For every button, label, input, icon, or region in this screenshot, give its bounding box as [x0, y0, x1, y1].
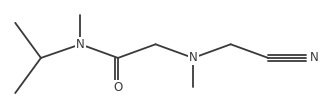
Text: N: N — [310, 51, 318, 64]
Text: N: N — [189, 51, 197, 64]
Text: O: O — [113, 81, 123, 94]
Text: N: N — [76, 38, 85, 51]
